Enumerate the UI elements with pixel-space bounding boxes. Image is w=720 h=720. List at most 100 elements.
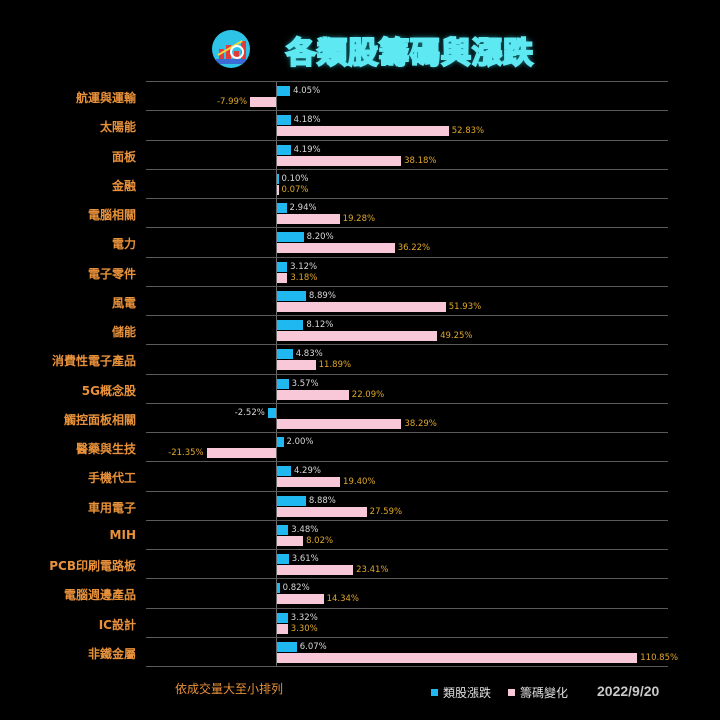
stock-change-label: 3.12%	[290, 261, 318, 272]
chip-change-bar	[277, 418, 402, 429]
stock-change-bar	[277, 641, 297, 652]
category-label: 醫藥與生技	[75, 442, 136, 456]
stock-chart-logo-icon	[212, 30, 250, 68]
stock-change-label: 2.00%	[286, 437, 314, 447]
category-label: 風電	[111, 295, 136, 310]
category-label: PCB印刷電路板	[49, 559, 136, 573]
stock-change-label: 6.07%	[299, 641, 327, 652]
stock-change-label: 3.48%	[291, 524, 319, 535]
stock-change-label: 4.19%	[293, 144, 321, 155]
gridline	[146, 607, 668, 609]
legend-swatch-stock	[431, 689, 438, 696]
category-label: 消費性電子產品	[51, 354, 136, 369]
stock-change-bar	[267, 407, 276, 418]
chip-change-label: 14.34%	[326, 594, 360, 605]
gridline	[146, 432, 668, 433]
chip-change-bar	[277, 301, 446, 312]
stock-change-bar	[277, 612, 288, 623]
category-label: 車用電子	[87, 500, 136, 515]
stock-change-bar	[277, 261, 288, 272]
category-label: 電子零件	[87, 266, 136, 281]
legend-item-stock: 類股漲跌	[431, 684, 491, 701]
category-label: 電力	[111, 237, 136, 252]
stock-change-bar	[277, 320, 304, 330]
chip-change-bar	[277, 652, 638, 663]
chip-change-label: 22.09%	[351, 389, 385, 400]
stock-change-label: 3.61%	[291, 554, 319, 564]
chip-change-bar	[277, 594, 324, 605]
date-label: 2022/9/20	[597, 683, 660, 699]
sort-note: 依成交量大至小排列	[175, 682, 284, 696]
chip-change-label: 8.02%	[306, 535, 334, 546]
gridline	[146, 549, 668, 550]
chip-change-label: 23.41%	[356, 565, 389, 575]
stock-change-label: 4.83%	[295, 349, 323, 360]
gridline	[146, 636, 668, 638]
category-label: 電腦相關	[87, 208, 136, 222]
category-label: 航運與運輸	[75, 91, 136, 105]
stock-change-bar	[277, 86, 291, 96]
legend-label-chip: 籌碼變化	[520, 686, 569, 700]
chip-change-bar	[277, 623, 288, 634]
category-label: 觸控面板相關	[63, 412, 136, 427]
chip-change-label: 49.25%	[440, 331, 473, 341]
gridline	[146, 227, 668, 229]
chip-change-label: 51.93%	[448, 301, 482, 312]
chip-change-bar	[277, 389, 349, 400]
gridline	[146, 285, 668, 287]
stock-change-label: 4.18%	[293, 115, 321, 126]
gridline	[146, 490, 668, 492]
chip-change-label: 36.22%	[397, 243, 431, 254]
chip-change-label: 52.83%	[451, 126, 485, 137]
gridline	[146, 666, 668, 667]
stock-change-bar	[277, 437, 284, 447]
category-label: 5G概念股	[81, 383, 136, 398]
chip-change-bar	[277, 272, 288, 283]
category-label: 手機代工	[87, 471, 136, 486]
chip-change-label: 3.30%	[290, 623, 318, 634]
stock-change-bar	[277, 232, 304, 243]
stock-change-label: 8.12%	[306, 320, 334, 330]
chip-change-label: 27.59%	[369, 506, 403, 517]
stock-change-bar	[277, 203, 287, 213]
chip-change-label: 0.07%	[281, 184, 309, 195]
stock-change-bar	[277, 466, 291, 477]
chip-change-bar	[277, 184, 279, 195]
category-label: IC設計	[98, 617, 136, 632]
chip-change-label: -7.99%	[216, 97, 248, 107]
chip-change-label: 11.89%	[318, 360, 352, 371]
stock-change-label: 3.32%	[290, 612, 318, 623]
stock-change-bar	[277, 554, 289, 564]
chip-change-bar	[277, 506, 367, 517]
category-label: 電腦週邊產品	[63, 588, 136, 603]
stock-change-label: 0.82%	[282, 583, 310, 594]
stock-change-label: 4.29%	[293, 466, 321, 477]
stock-change-bar	[277, 144, 291, 155]
chip-change-bar	[277, 214, 340, 224]
category-label: MIH	[109, 527, 136, 542]
stock-change-bar	[277, 290, 306, 301]
chip-change-bar	[277, 565, 354, 575]
category-label: 非鐵金屬	[87, 646, 136, 661]
stock-change-bar	[277, 173, 279, 184]
chip-change-bar	[206, 448, 276, 458]
category-label: 太陽能	[99, 120, 136, 135]
chip-change-label: 19.40%	[343, 477, 376, 488]
chip-change-bar	[277, 360, 316, 371]
gridline	[146, 198, 668, 199]
chip-change-label: 3.18%	[290, 272, 318, 283]
gridline	[146, 373, 668, 375]
gridline	[146, 139, 668, 141]
gridline	[146, 256, 668, 258]
gridline	[146, 315, 668, 316]
stock-change-bar	[277, 115, 291, 126]
gridline	[146, 519, 668, 521]
gridline	[146, 578, 668, 580]
stock-change-label: 3.57%	[291, 378, 319, 389]
category-label: 面板	[111, 149, 136, 164]
chip-change-label: 38.29%	[404, 418, 437, 429]
chip-change-bar	[277, 155, 402, 166]
gridline	[146, 461, 668, 463]
gridline	[146, 344, 668, 346]
stock-change-bar	[277, 349, 293, 360]
